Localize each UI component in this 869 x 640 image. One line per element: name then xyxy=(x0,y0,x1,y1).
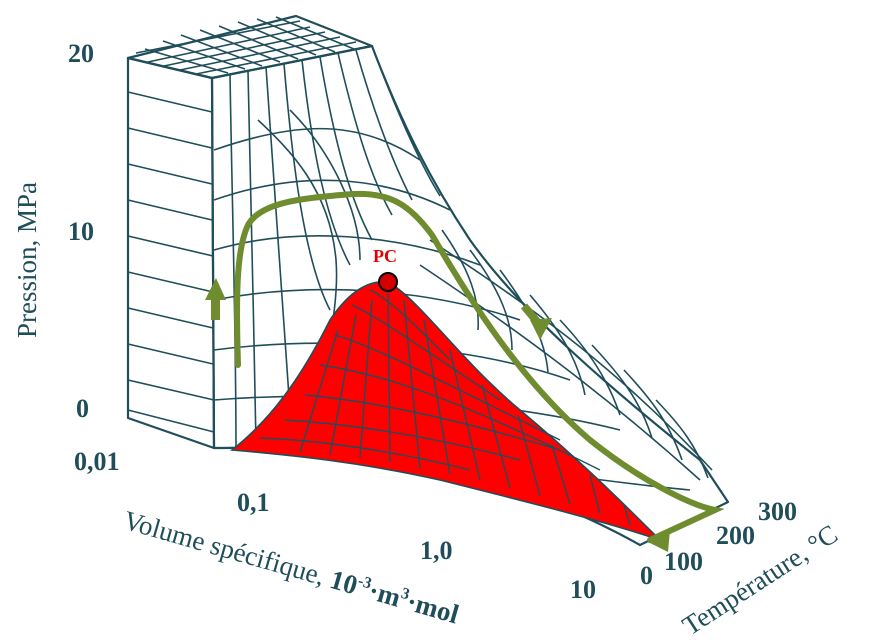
z-tick-200: 200 xyxy=(716,521,755,550)
y-axis-title: Pression, MPa xyxy=(12,182,42,338)
z-axis-title: Température, °C xyxy=(677,519,843,640)
x-tick-0-01: 0,01 xyxy=(74,447,120,476)
z-tick-100: 100 xyxy=(664,547,703,576)
x-tick-10: 10 xyxy=(570,575,596,604)
two-phase-dome xyxy=(232,282,660,540)
x-axis-title: Volume spécifique, 10-3·m3·mol xyxy=(120,505,462,630)
x-tick-0-1: 0,1 xyxy=(237,488,270,517)
critical-point-label: PC xyxy=(373,246,397,266)
z-tick-0: 0 xyxy=(640,561,653,590)
y-tick-10: 10 xyxy=(68,217,94,246)
y-tick-20: 20 xyxy=(68,39,94,68)
y-tick-0: 0 xyxy=(76,394,89,423)
x-tick-1-0: 1,0 xyxy=(420,536,453,565)
arrow-up-icon xyxy=(205,278,226,300)
z-tick-300: 300 xyxy=(758,497,797,526)
